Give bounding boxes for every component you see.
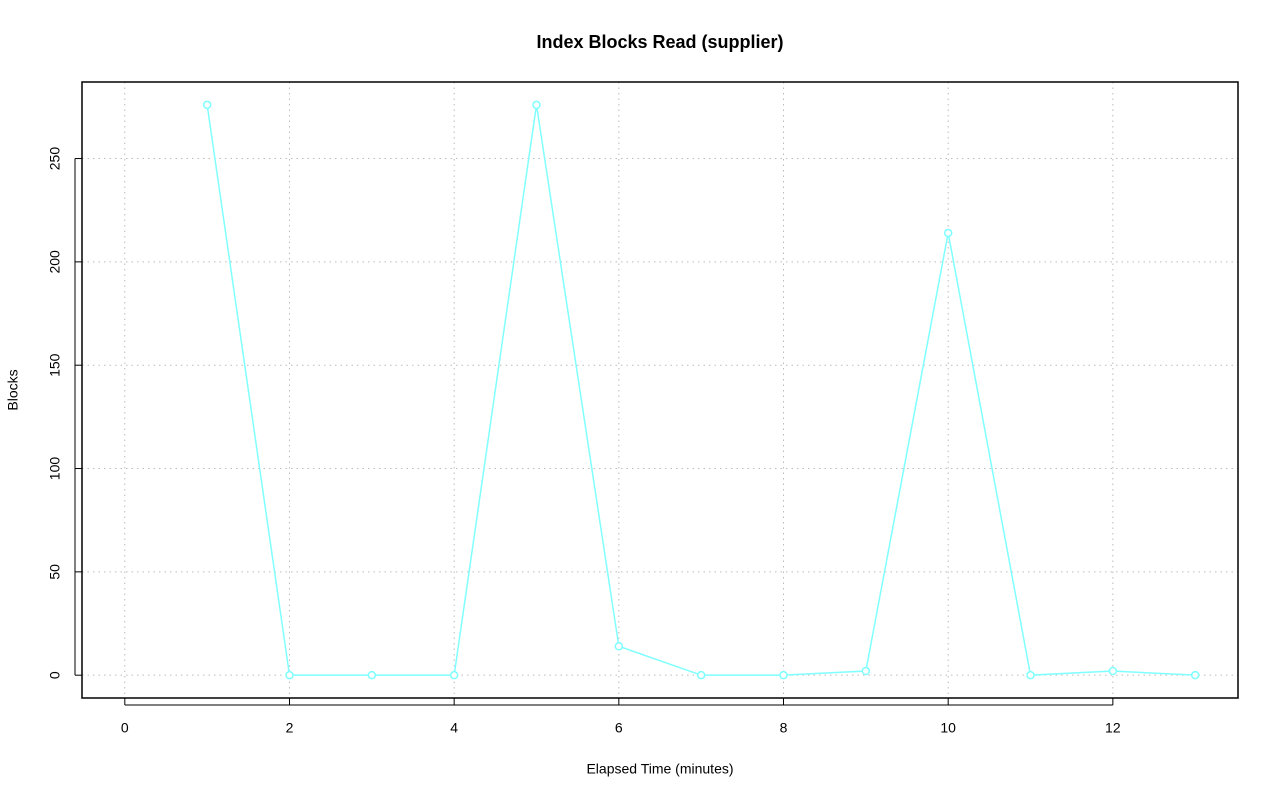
y-tick-label: 200 <box>47 250 63 274</box>
x-tick-label: 4 <box>450 720 458 736</box>
plot-frame <box>81 81 1239 699</box>
data-point <box>449 670 459 680</box>
x-tick-label: 2 <box>286 720 294 736</box>
data-point <box>779 670 788 680</box>
data-point <box>532 100 541 110</box>
x-tick-label: 8 <box>780 720 788 736</box>
y-tick-label: 250 <box>47 147 63 171</box>
data-point <box>1026 670 1035 680</box>
x-tick-label: 12 <box>1105 720 1121 736</box>
y-tick-label: 150 <box>47 353 63 377</box>
data-point <box>1190 670 1200 680</box>
data-point <box>202 100 212 110</box>
x-tick-label: 10 <box>940 720 956 736</box>
data-point <box>367 670 377 680</box>
data-point <box>285 670 294 680</box>
x-tick-label: 6 <box>615 720 623 736</box>
chart-title: Index Blocks Read (supplier) <box>536 32 783 52</box>
x-tick-label: 0 <box>121 720 129 736</box>
data-point <box>1108 666 1118 676</box>
y-tick-label: 50 <box>47 564 63 580</box>
y-axis-title: Blocks <box>5 369 21 410</box>
data-point <box>696 670 706 680</box>
data-point <box>943 228 953 238</box>
data-point <box>614 642 624 651</box>
y-tick-label: 0 <box>47 671 63 679</box>
data-point <box>861 666 871 676</box>
x-axis-title: Elapsed Time (minutes) <box>586 761 733 777</box>
y-tick-label: 100 <box>47 457 63 481</box>
